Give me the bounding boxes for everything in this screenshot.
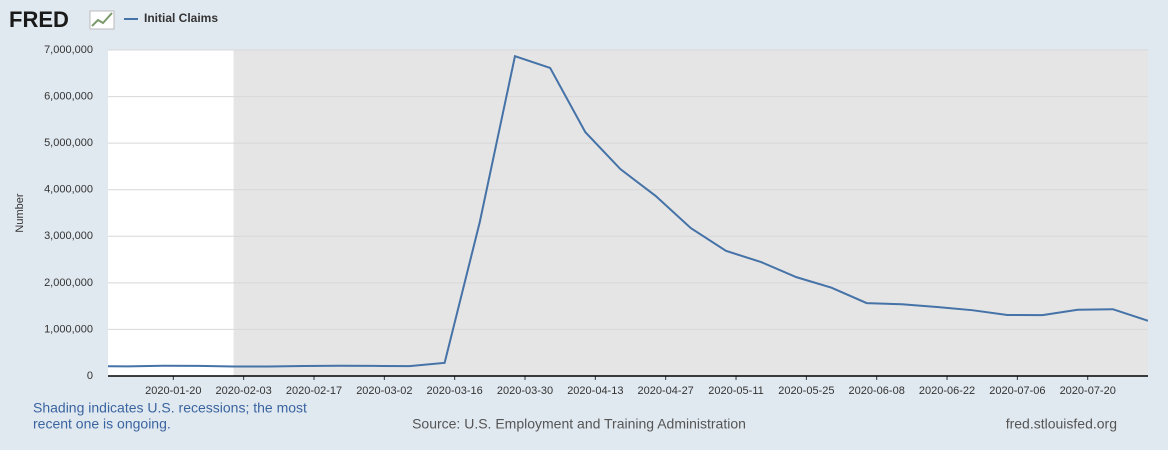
x-tick-label: 2020-06-08 xyxy=(849,385,905,397)
x-tick-label: 2020-03-16 xyxy=(427,385,483,397)
data-line xyxy=(108,54,1148,368)
footnote: Shading indicates U.S. recessions; the m… xyxy=(33,400,307,416)
footnote: recent one is ongoing. xyxy=(33,416,171,432)
y-tick-label: 4,000,000 xyxy=(44,184,93,196)
y-tick-label: 5,000,000 xyxy=(44,137,93,149)
x-tick-label: 2020-07-06 xyxy=(989,385,1045,397)
x-tick-label: 2020-03-02 xyxy=(356,385,412,397)
y-tick-label: 6,000,000 xyxy=(44,90,93,102)
legend-label: Initial Claims xyxy=(144,11,218,25)
x-tick-label: 2020-02-17 xyxy=(286,385,342,397)
y-tick-label: 2,000,000 xyxy=(44,277,93,289)
x-tick-label: 2020-06-22 xyxy=(919,385,975,397)
brand[interactable]: FRED xyxy=(9,7,69,32)
site-link[interactable]: fred.stlouisfed.org xyxy=(1006,416,1117,432)
y-tick-label: 0 xyxy=(87,370,93,382)
source: Source: U.S. Employment and Training Adm… xyxy=(412,416,746,432)
recession-shading xyxy=(233,50,1148,376)
x-tick-label: 2020-04-27 xyxy=(638,385,694,397)
y-axis-title: Number xyxy=(14,193,26,232)
plot-area xyxy=(108,49,1148,376)
y-tick-label: 3,000,000 xyxy=(44,230,93,242)
x-tick-label: 2020-03-30 xyxy=(497,385,553,397)
x-tick-label: 2020-02-03 xyxy=(216,385,272,397)
x-tick-label: 2020-01-20 xyxy=(145,385,201,397)
x-tick-label: 2020-05-25 xyxy=(778,385,834,397)
x-tick-label: 2020-04-13 xyxy=(567,385,623,397)
axes: 0 1,000,000 2,000,000 3,000,000 4,000,000 5,0… xyxy=(44,44,1148,397)
y-tick-label: 7,000,000 xyxy=(44,44,93,56)
x-tick-label: 2020-05-11 xyxy=(708,385,763,397)
y-tick-label: 1,000,000 xyxy=(44,323,93,335)
x-tick-label: 2020-07-20 xyxy=(1060,385,1116,397)
brand-icon xyxy=(89,10,115,30)
